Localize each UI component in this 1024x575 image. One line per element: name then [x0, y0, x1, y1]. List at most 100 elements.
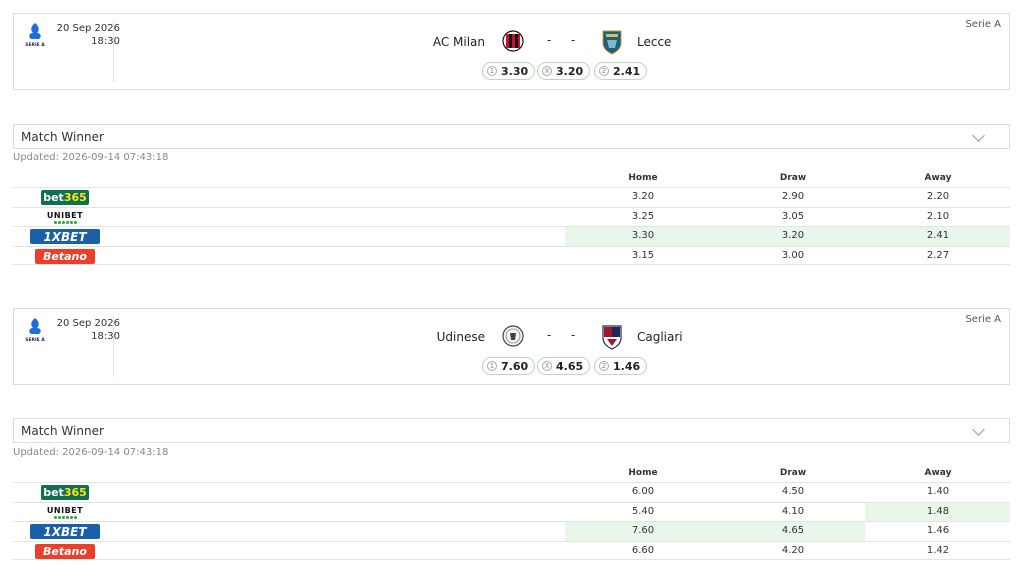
bookmaker-name: Betano [43, 249, 87, 263]
odds-cell-home[interactable]: 3.15 [631, 249, 655, 261]
table-row[interactable]: Betano 6.60 4.20 1.42 [13, 540, 1010, 560]
bookmaker-name-part: 365 [63, 486, 87, 499]
table-row[interactable]: 1XBET 3.30 3.20 2.41 [13, 226, 1010, 246]
table-row[interactable]: Betano 3.15 3.00 2.27 [13, 245, 1010, 265]
odds-table: Home Draw Away bet 365 3.20 2.90 2.20 UNIBET 3.25… [13, 173, 1010, 265]
odds-label: 2 [599, 66, 609, 76]
best-odds-highlight [565, 522, 713, 541]
odds-cell-away[interactable]: 2.27 [926, 249, 950, 261]
odds-cell-home[interactable]: 6.00 [631, 486, 655, 497]
odds-cell-away[interactable]: 2.41 [926, 230, 950, 241]
updated-timestamp: Updated: 2026-09-14 07:43:18 [13, 447, 169, 458]
odds-cell-away[interactable]: 1.48 [926, 505, 950, 517]
bookmaker-name-part: bet [43, 191, 64, 204]
odds-value: 7.60 [501, 359, 529, 373]
best-odds-highlight [865, 502, 1010, 521]
chevron-down-icon[interactable] [972, 423, 985, 436]
udinese-crest-icon [502, 325, 524, 347]
table-header: Home Draw Away [13, 468, 1010, 482]
table-row[interactable]: bet 365 3.20 2.90 2.20 [13, 187, 1010, 207]
away-team-name[interactable]: Lecce [637, 35, 672, 49]
odds-cell-home[interactable]: 7.60 [631, 525, 655, 536]
bookmaker-name: Betano [43, 544, 87, 558]
bookmaker-name: UNIBET [46, 505, 84, 515]
table-row[interactable]: UNIBET 3.25 3.05 2.10 [13, 206, 1010, 227]
home-team-name[interactable]: AC Milan [432, 35, 485, 49]
market-dropdown[interactable]: Match Winner [13, 124, 1010, 149]
odds-cell-home[interactable]: 3.30 [631, 230, 655, 241]
1xbet-logo[interactable]: 1XBET [30, 229, 100, 244]
unibet-dots-icon [53, 515, 77, 519]
column-header-home: Home [628, 173, 658, 183]
best-odds-highlight [713, 522, 865, 541]
odds-cell-away[interactable]: 2.10 [926, 210, 950, 222]
column-header-home: Home [628, 468, 658, 478]
odds-cell-home[interactable]: 3.20 [631, 191, 655, 202]
table-row[interactable]: bet 365 6.00 4.50 1.40 [13, 482, 1010, 502]
match-card[interactable]: SERIE A 20 Sep 2026 18:30 Serie A Udines… [13, 308, 1010, 385]
odds-cell-home[interactable]: 5.40 [631, 505, 655, 517]
odds-cell-draw[interactable]: 4.20 [781, 544, 805, 556]
best-odds-draw-pill[interactable]: X 3.20 [537, 62, 591, 80]
odds-cell-draw[interactable]: 4.50 [781, 486, 805, 497]
odds-cell-away[interactable]: 2.20 [926, 191, 950, 202]
unibet-logo[interactable]: UNIBET [35, 505, 95, 520]
match-time: 18:30 [91, 331, 120, 342]
odds-cell-home[interactable]: 6.60 [631, 544, 655, 556]
odds-cell-draw[interactable]: 3.20 [781, 230, 805, 241]
away-score: - [571, 328, 576, 342]
odds-cell-draw[interactable]: 3.00 [781, 249, 805, 261]
bet365-logo[interactable]: bet 365 [41, 485, 89, 500]
table-row[interactable]: 1XBET 7.60 4.65 1.46 [13, 521, 1010, 541]
best-odds-away-pill[interactable]: 2 1.46 [594, 357, 648, 375]
column-header-draw: Draw [779, 468, 807, 478]
odds-table: Home Draw Away bet 365 6.00 4.50 1.40 UNIBET 5.40… [13, 468, 1010, 560]
lecce-crest-icon [602, 30, 622, 55]
match-date: 20 Sep 2026 [56, 23, 120, 34]
odds-label: 2 [599, 361, 609, 371]
table-header: Home Draw Away [13, 173, 1010, 187]
odds-cell-away[interactable]: 1.46 [926, 525, 950, 536]
cagliari-crest-icon [602, 325, 622, 350]
divider [113, 315, 114, 377]
betano-logo[interactable]: Betano [35, 543, 95, 559]
odds-cell-draw[interactable]: 2.90 [781, 191, 805, 202]
match-card[interactable]: SERIE A 20 Sep 2026 18:30 Serie A AC Mil… [13, 13, 1010, 90]
unibet-logo[interactable]: UNIBET [35, 210, 95, 225]
best-odds-home-pill[interactable]: 1 3.30 [482, 62, 536, 80]
serie-a-logo-icon: SERIE A [25, 23, 45, 48]
best-odds-home-pill[interactable]: 1 7.60 [482, 357, 536, 375]
odds-cell-home[interactable]: 3.25 [631, 210, 655, 222]
odds-cell-draw[interactable]: 3.05 [781, 210, 805, 222]
league-name: Serie A [965, 314, 1001, 325]
home-team-name[interactable]: Udinese [436, 330, 485, 344]
bookmaker-name: 1XBET [43, 229, 87, 244]
away-team-name[interactable]: Cagliari [637, 330, 683, 344]
betano-logo[interactable]: Betano [35, 248, 95, 264]
market-title: Match Winner [21, 130, 104, 144]
unibet-dots-icon [53, 220, 77, 224]
svg-text:SERIE A: SERIE A [25, 337, 45, 343]
odds-value: 4.65 [556, 359, 584, 373]
market-title: Match Winner [21, 424, 104, 438]
1xbet-logo[interactable]: 1XBET [30, 524, 100, 539]
ac-milan-crest-icon [502, 30, 524, 52]
odds-cell-draw[interactable]: 4.10 [781, 505, 805, 517]
odds-cell-away[interactable]: 1.40 [926, 486, 950, 497]
bookmaker-name: 1XBET [43, 524, 87, 539]
odds-cell-draw[interactable]: 4.65 [781, 525, 805, 536]
best-odds-away-pill[interactable]: 2 2.41 [594, 62, 648, 80]
column-header-away: Away [924, 173, 952, 183]
updated-timestamp: Updated: 2026-09-14 07:43:18 [13, 152, 169, 163]
market-dropdown[interactable]: Match Winner [13, 418, 1010, 443]
table-row[interactable]: UNIBET 5.40 4.10 1.48 [13, 501, 1010, 521]
odds-value: 2.41 [613, 64, 641, 78]
svg-text:SERIE A: SERIE A [25, 42, 45, 48]
best-odds-draw-pill[interactable]: X 4.65 [537, 357, 591, 375]
divider [113, 20, 114, 82]
best-odds-highlight [565, 227, 713, 246]
bet365-logo[interactable]: bet 365 [41, 190, 89, 205]
odds-cell-away[interactable]: 1.42 [926, 544, 950, 556]
column-header-draw: Draw [779, 173, 807, 183]
chevron-down-icon[interactable] [972, 129, 985, 142]
